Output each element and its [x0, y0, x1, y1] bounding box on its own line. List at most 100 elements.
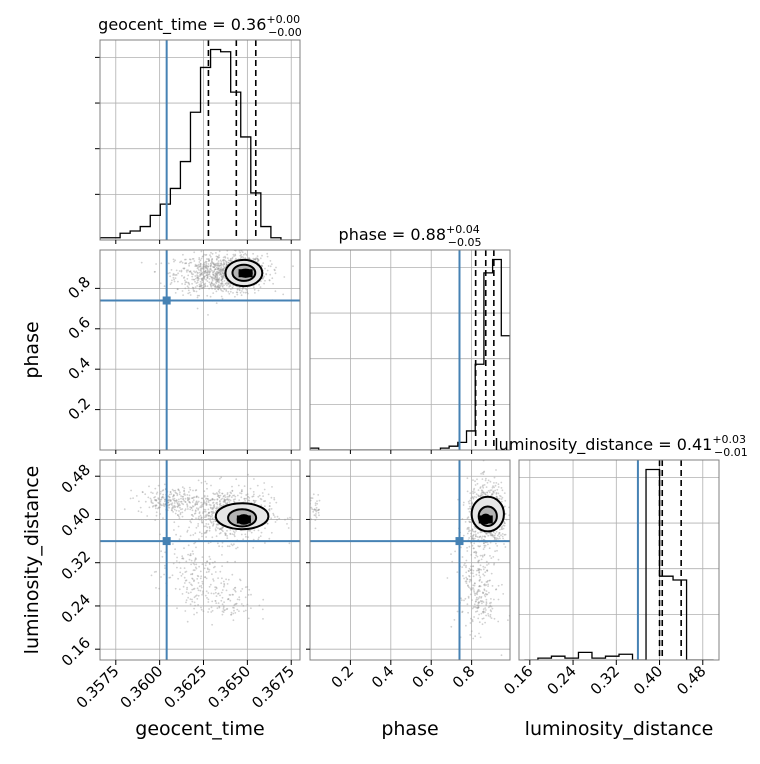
scatter-point	[177, 525, 180, 528]
scatter-point	[477, 495, 480, 498]
scatter-point	[227, 498, 229, 500]
scatter-point	[219, 502, 222, 505]
scatter-point	[194, 503, 197, 505]
scatter-point	[256, 260, 259, 263]
scatter-point	[482, 610, 484, 613]
scatter-point	[262, 598, 265, 601]
scatter-point	[194, 595, 197, 598]
scatter-point	[206, 258, 208, 260]
scatter-point	[172, 511, 175, 513]
scatter-point	[216, 263, 219, 265]
scatter-point	[270, 496, 273, 499]
scatter-point	[200, 284, 202, 287]
scatter-point	[483, 574, 486, 577]
scatter-point	[256, 257, 259, 260]
scatter-point	[248, 257, 251, 260]
scatter-point	[478, 580, 481, 582]
scatter-point	[221, 613, 224, 616]
scatter-point	[206, 497, 209, 500]
scatter-point	[181, 555, 184, 558]
scatter-point	[482, 610, 485, 613]
scatter-point	[264, 527, 266, 530]
scatter-point	[318, 508, 320, 511]
scatter-point	[189, 598, 192, 601]
scatter-point	[243, 485, 246, 487]
scatter-point	[315, 509, 317, 512]
scatter-point	[207, 314, 209, 316]
scatter-point	[195, 265, 198, 267]
scatter-point	[198, 512, 201, 515]
scatter-point	[491, 607, 494, 610]
scatter-point	[236, 546, 239, 549]
scatter-point	[260, 498, 263, 501]
scatter-point	[203, 261, 206, 264]
x-tick-label: 0.6	[408, 662, 438, 692]
scatter-point	[187, 499, 189, 502]
scatter-point	[220, 261, 223, 263]
y-tick-label: 0.8	[65, 273, 95, 303]
scatter-point	[203, 268, 205, 270]
scatter-point	[178, 561, 181, 564]
scatter-point	[203, 253, 205, 256]
scatter-point	[191, 518, 194, 520]
scatter-point	[215, 602, 218, 604]
scatter-point	[216, 272, 219, 275]
scatter-point	[187, 289, 190, 292]
scatter-point	[167, 495, 170, 498]
scatter-point	[210, 606, 213, 609]
scatter-point	[224, 255, 226, 258]
scatter-point	[219, 259, 222, 262]
scatter-point	[214, 279, 217, 281]
scatter-point	[212, 520, 215, 523]
scatter-point	[492, 536, 495, 538]
hist-step-luminosity_distance	[524, 468, 714, 660]
scatter-point	[498, 494, 501, 497]
scatter-point	[170, 509, 173, 512]
scatter-point	[218, 277, 221, 279]
scatter-point	[310, 518, 313, 521]
scatter-point	[489, 555, 491, 557]
scatter-point	[241, 287, 244, 289]
scatter-point	[222, 495, 225, 497]
scatter-point	[473, 491, 476, 494]
scatter-point	[463, 599, 465, 602]
scatter-point	[246, 493, 249, 496]
scatter-point	[241, 490, 243, 492]
scatter-point	[287, 527, 290, 529]
scatter-point	[217, 288, 220, 291]
scatter-point	[268, 537, 271, 540]
scatter-point	[486, 581, 489, 583]
scatter-point	[229, 259, 232, 262]
scatter-point	[216, 607, 219, 610]
scatter-point	[204, 270, 206, 273]
scatter-point	[211, 511, 214, 514]
scatter-point	[218, 491, 221, 494]
scatter-point	[246, 586, 249, 588]
scatter-point	[478, 571, 481, 574]
scatter-point	[480, 492, 483, 495]
scatter-point	[220, 527, 223, 530]
scatter-point	[210, 265, 212, 267]
scatter-point	[172, 272, 175, 275]
scatter-point	[220, 279, 223, 281]
scatter-point	[192, 278, 195, 281]
scatter-point	[173, 260, 175, 263]
scatter-point	[155, 263, 158, 265]
scatter-point	[238, 288, 241, 291]
scatter-point	[194, 263, 197, 266]
scatter-point	[203, 276, 206, 279]
scatter-point	[240, 294, 243, 297]
scatter-point	[477, 561, 480, 564]
scatter-point	[470, 572, 472, 574]
scatter-point	[223, 582, 226, 585]
scatter-point	[199, 514, 202, 517]
scatter-point	[177, 514, 179, 516]
scatter-point	[214, 565, 216, 568]
scatter-point	[199, 506, 202, 509]
scatter-point	[197, 276, 199, 279]
scatter-point	[254, 499, 257, 502]
density-peak	[238, 269, 253, 278]
scatter-point	[207, 263, 210, 265]
scatter-point	[503, 533, 506, 536]
scatter-point	[275, 266, 277, 269]
